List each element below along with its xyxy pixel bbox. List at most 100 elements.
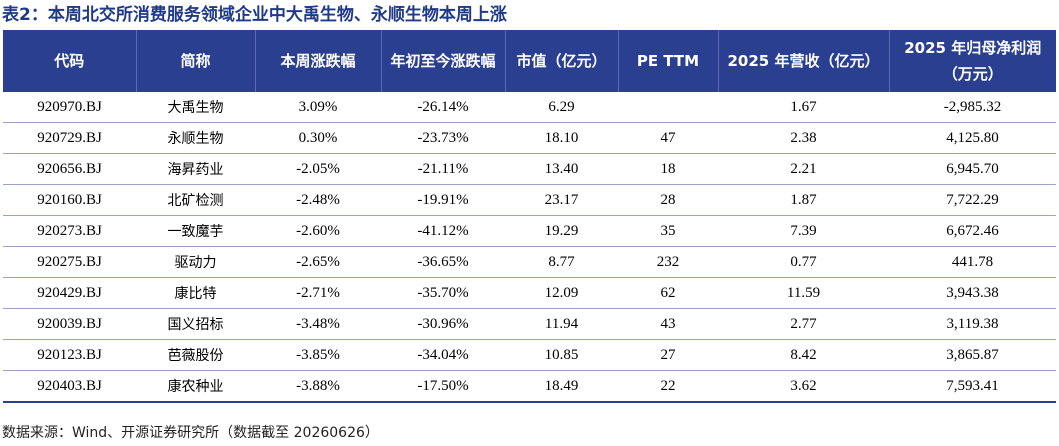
cell-ytd-change: -17.50% <box>381 370 505 403</box>
cell-ytd-change: -26.14% <box>381 92 505 123</box>
cell-ytd-change: -36.65% <box>381 246 505 278</box>
cell-pe-ttm: 232 <box>618 246 718 278</box>
column-header-ytd-change: 年初至今涨跌幅 <box>381 30 506 92</box>
cell-revenue-2025: 2.21 <box>718 153 889 185</box>
table-row: 920429.BJ 康比特 -2.71% -35.70% 12.09 62 11… <box>3 277 1056 309</box>
cell-pe-ttm: 35 <box>618 215 718 247</box>
cell-week-change: -2.60% <box>255 215 381 247</box>
cell-week-change: -3.85% <box>255 339 381 371</box>
cell-market-cap: 8.77 <box>505 246 618 278</box>
cell-code: 920275.BJ <box>3 246 136 278</box>
table-row: 920275.BJ 驱动力 -2.65% -36.65% 8.77 232 0.… <box>3 246 1056 278</box>
cell-pe-ttm: 27 <box>618 339 718 371</box>
cell-net-profit-2025: 7,722.29 <box>889 184 1056 216</box>
column-header-code: 代码 <box>3 30 137 92</box>
cell-market-cap: 19.29 <box>505 215 618 247</box>
table-row: 920039.BJ 国义招标 -3.48% -30.96% 11.94 43 2… <box>3 308 1056 340</box>
table-row: 920160.BJ 北矿检测 -2.48% -19.91% 23.17 28 1… <box>3 184 1056 216</box>
cell-ytd-change: -35.70% <box>381 277 505 309</box>
cell-revenue-2025: 8.42 <box>718 339 889 371</box>
cell-revenue-2025: 2.38 <box>718 122 889 154</box>
cell-net-profit-2025: 6,672.46 <box>889 215 1056 247</box>
table-row: 920273.BJ 一致魔芋 -2.60% -41.12% 19.29 35 7… <box>3 215 1056 247</box>
cell-week-change: 0.30% <box>255 122 381 154</box>
cell-name: 一致魔芋 <box>136 215 255 247</box>
cell-market-cap: 11.94 <box>505 308 618 340</box>
cell-market-cap: 6.29 <box>505 92 618 123</box>
cell-week-change: -2.48% <box>255 184 381 216</box>
cell-pe-ttm: 47 <box>618 122 718 154</box>
cell-pe-ttm: 22 <box>618 370 718 403</box>
cell-revenue-2025: 1.87 <box>718 184 889 216</box>
cell-market-cap: 13.40 <box>505 153 618 185</box>
cell-name: 大禹生物 <box>136 92 255 123</box>
cell-week-change: -2.71% <box>255 277 381 309</box>
column-header-market-cap: 市值（亿元） <box>505 30 619 92</box>
cell-net-profit-2025: 441.78 <box>889 246 1056 278</box>
table-row: 920970.BJ 大禹生物 3.09% -26.14% 6.29 1.67 -… <box>3 92 1056 123</box>
cell-code: 920160.BJ <box>3 184 136 216</box>
table-title: 表2：本周北交所消费服务领域企业中大禹生物、永顺生物本周上涨 <box>2 5 507 25</box>
cell-name: 驱动力 <box>136 246 255 278</box>
cell-name: 北矿检测 <box>136 184 255 216</box>
cell-ytd-change: -34.04% <box>381 339 505 371</box>
cell-name: 康比特 <box>136 277 255 309</box>
cell-market-cap: 18.49 <box>505 370 618 403</box>
column-header-revenue-2025: 2025 年营收（亿元） <box>718 30 890 92</box>
cell-market-cap: 10.85 <box>505 339 618 371</box>
cell-revenue-2025: 11.59 <box>718 277 889 309</box>
cell-ytd-change: -19.91% <box>381 184 505 216</box>
cell-market-cap: 12.09 <box>505 277 618 309</box>
cell-net-profit-2025: 3,119.38 <box>889 308 1056 340</box>
cell-revenue-2025: 2.77 <box>718 308 889 340</box>
column-header-pe-ttm: PE TTM <box>618 30 719 92</box>
cell-code: 920273.BJ <box>3 215 136 247</box>
cell-code: 920656.BJ <box>3 153 136 185</box>
cell-ytd-change: -41.12% <box>381 215 505 247</box>
cell-week-change: -2.05% <box>255 153 381 185</box>
cell-name: 康农种业 <box>136 370 255 403</box>
cell-code: 920429.BJ <box>3 277 136 309</box>
cell-market-cap: 23.17 <box>505 184 618 216</box>
cell-net-profit-2025: 3,865.87 <box>889 339 1056 371</box>
cell-ytd-change: -21.11% <box>381 153 505 185</box>
table-row: 920729.BJ 永顺生物 0.30% -23.73% 18.10 47 2.… <box>3 122 1056 154</box>
table-row: 920123.BJ 芭薇股份 -3.85% -34.04% 10.85 27 8… <box>3 339 1056 371</box>
header-row: 代码 简称 本周涨跌幅 年初至今涨跌幅 市值（亿元） PE TTM 2025 年… <box>3 30 1056 92</box>
cell-code: 920123.BJ <box>3 339 136 371</box>
cell-week-change: -3.48% <box>255 308 381 340</box>
cell-net-profit-2025: 7,593.41 <box>889 370 1056 403</box>
cell-pe-ttm: 62 <box>618 277 718 309</box>
source-note: 数据来源：Wind、开源证券研究所（数据截至 20260626） <box>2 425 379 441</box>
cell-revenue-2025: 7.39 <box>718 215 889 247</box>
column-header-net-profit-2025: 2025 年归母净利润（万元） <box>889 30 1056 92</box>
table-row: 920656.BJ 海昇药业 -2.05% -21.11% 13.40 18 2… <box>3 153 1056 185</box>
cell-code: 920403.BJ <box>3 370 136 403</box>
stock-table: 代码 简称 本周涨跌幅 年初至今涨跌幅 市值（亿元） PE TTM 2025 年… <box>3 30 1056 403</box>
cell-net-profit-2025: -2,985.32 <box>889 92 1056 123</box>
cell-code: 920729.BJ <box>3 122 136 154</box>
cell-pe-ttm: 28 <box>618 184 718 216</box>
cell-week-change: -3.88% <box>255 370 381 403</box>
cell-ytd-change: -30.96% <box>381 308 505 340</box>
column-header-name: 简称 <box>136 30 256 92</box>
table-row: 920403.BJ 康农种业 -3.88% -17.50% 18.49 22 3… <box>3 370 1056 403</box>
cell-week-change: 3.09% <box>255 92 381 123</box>
cell-name: 国义招标 <box>136 308 255 340</box>
cell-ytd-change: -23.73% <box>381 122 505 154</box>
cell-market-cap: 18.10 <box>505 122 618 154</box>
cell-net-profit-2025: 4,125.80 <box>889 122 1056 154</box>
cell-revenue-2025: 3.62 <box>718 370 889 403</box>
cell-name: 芭薇股份 <box>136 339 255 371</box>
cell-revenue-2025: 1.67 <box>718 92 889 123</box>
cell-code: 920970.BJ <box>3 92 136 123</box>
cell-net-profit-2025: 3,943.38 <box>889 277 1056 309</box>
table-body: 920970.BJ 大禹生物 3.09% -26.14% 6.29 1.67 -… <box>3 92 1056 403</box>
cell-pe-ttm <box>618 92 718 123</box>
cell-pe-ttm: 18 <box>618 153 718 185</box>
cell-revenue-2025: 0.77 <box>718 246 889 278</box>
cell-name: 海昇药业 <box>136 153 255 185</box>
column-header-week-change: 本周涨跌幅 <box>255 30 382 92</box>
cell-net-profit-2025: 6,945.70 <box>889 153 1056 185</box>
cell-pe-ttm: 43 <box>618 308 718 340</box>
